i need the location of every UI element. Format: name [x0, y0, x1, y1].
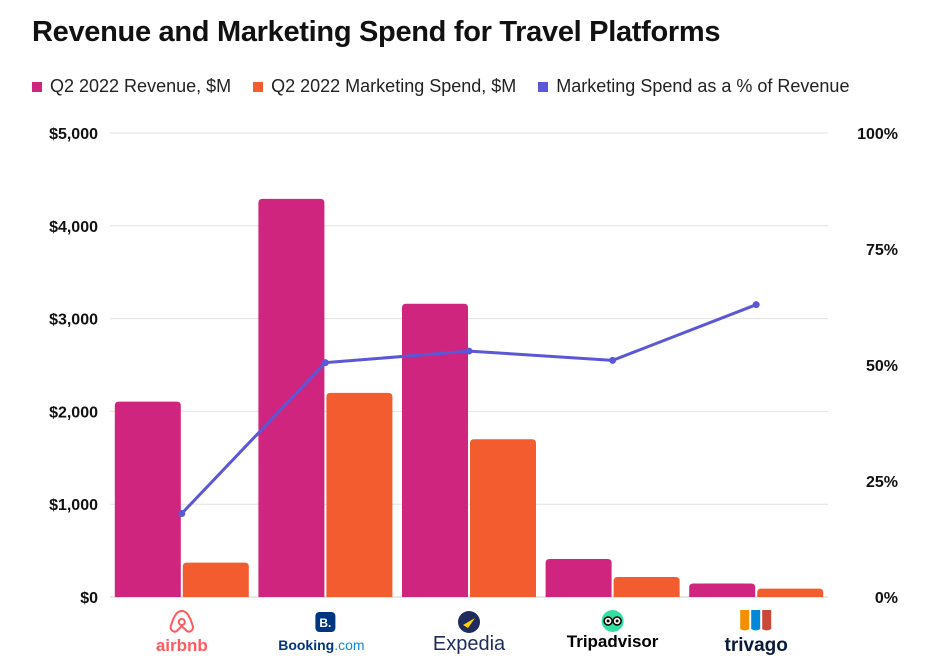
legend-item-percent: Marketing Spend as a % of Revenue	[538, 76, 849, 97]
right-tick-label: 100%	[857, 126, 898, 143]
tripadvisor-pupil-right	[615, 619, 619, 623]
bar-marketing	[182, 562, 249, 597]
booking-logo-icon: B. Booking.com	[278, 612, 365, 653]
tripadvisor-logo-text: Tripadvisor	[567, 632, 659, 651]
airbnb-logo-icon: airbnb	[156, 609, 208, 655]
airbnb-belo-dot	[177, 618, 186, 626]
legend-swatch-marketing	[253, 81, 264, 92]
left-tick-label: $5,000	[49, 126, 98, 143]
airbnb-logo-text: airbnb	[156, 636, 208, 655]
left-tick-label: $1,000	[49, 497, 98, 514]
right-tick-label: 25%	[866, 474, 898, 491]
tripadvisor-logo-icon: Tripadvisor	[567, 610, 659, 651]
legend-label-revenue: Q2 2022 Revenue, $M	[50, 76, 232, 96]
airbnb-belo-icon	[169, 609, 194, 633]
bars	[114, 198, 824, 597]
legend-swatch-percent	[538, 81, 549, 92]
gridlines	[110, 132, 828, 598]
percent-line-point	[178, 509, 186, 517]
right-tick-label: 50%	[866, 358, 898, 375]
legend-item-revenue: Q2 2022 Revenue, $M	[32, 76, 231, 97]
booking-badge-text: B.	[319, 616, 331, 630]
trivago-logo-icon: trivago	[725, 610, 788, 656]
trivago-bar	[751, 610, 761, 631]
expedia-logo-text: Expedia	[433, 633, 506, 655]
legend-label-marketing: Q2 2022 Marketing Spend, $M	[271, 76, 517, 96]
left-tick-label: $0	[80, 590, 98, 607]
left-tick-label: $4,000	[49, 219, 98, 236]
legend: Q2 2022 Revenue, $M Q2 2022 Marketing Sp…	[32, 76, 849, 97]
percent-line-point	[321, 359, 329, 367]
booking-logo-text: Booking.com	[278, 637, 364, 653]
right-axis: 0% 25% 50% 75% 100%	[857, 126, 898, 607]
bar-revenue	[689, 583, 756, 597]
bar-marketing	[326, 392, 393, 597]
tripadvisor-pupil-left	[606, 619, 610, 623]
legend-item-marketing: Q2 2022 Marketing Spend, $M	[253, 76, 516, 97]
category-logos: airbnb B. Booking.com Expedia Tripadvisor tri…	[156, 609, 788, 656]
bar-revenue	[545, 558, 612, 597]
percent-line-point	[465, 347, 473, 355]
legend-label-percent: Marketing Spend as a % of Revenue	[556, 76, 850, 96]
left-axis: $0 $1,000 $2,000 $3,000 $4,000 $5,000	[49, 126, 98, 607]
booking-badge	[315, 612, 336, 632]
bar-marketing	[613, 577, 680, 597]
expedia-logo-icon: Expedia	[433, 611, 506, 655]
left-tick-label: $3,000	[49, 312, 98, 329]
legend-swatch-revenue	[32, 81, 42, 92]
expedia-plane	[463, 618, 475, 628]
trivago-logo-text: trivago	[725, 635, 788, 656]
right-tick-label: 0%	[875, 590, 898, 607]
bar-marketing	[470, 439, 536, 597]
trivago-bar	[740, 610, 750, 631]
bar-revenue	[402, 303, 468, 597]
percent-line-point	[752, 301, 760, 309]
left-tick-label: $2,000	[49, 404, 98, 421]
right-tick-label: 75%	[866, 242, 898, 259]
percent-line	[178, 301, 760, 517]
chart-title: Revenue and Marketing Spend for Travel P…	[32, 16, 721, 48]
percent-line-point	[609, 356, 617, 364]
trivago-bar	[762, 610, 772, 631]
bar-revenue	[114, 401, 181, 597]
bar-marketing	[757, 588, 824, 597]
